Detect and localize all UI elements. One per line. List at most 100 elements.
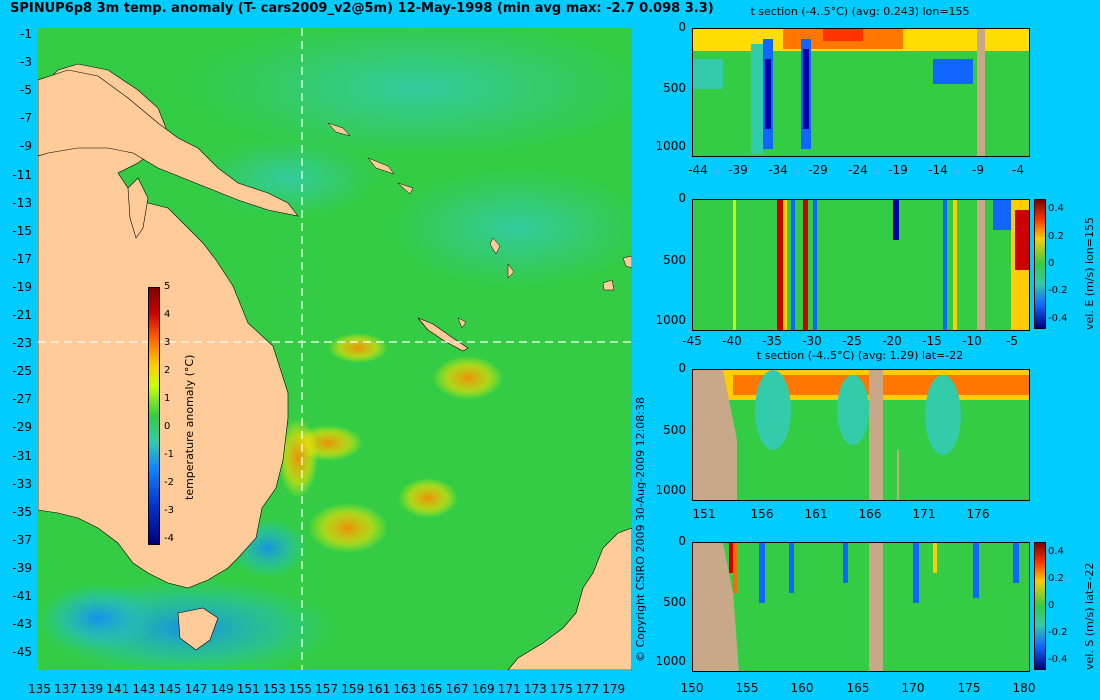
depth-tick-label: 0: [678, 534, 686, 548]
x-tick-label: 170: [901, 681, 925, 695]
depth-tick-label: 1000: [655, 313, 686, 328]
lon-tick-label: 151: [236, 682, 260, 696]
map-colorbar-tick: 3: [164, 337, 171, 348]
lon-tick-label: 157: [315, 682, 338, 696]
lat-axis: -1 -3 -5 -7 -9 -11 -13 -15 -17 -19 -21 -23 -25 -27 -29…: [0, 27, 36, 670]
lon-tick-label: 145: [158, 682, 182, 696]
x-tick-label: 176: [966, 507, 990, 521]
lon-tick-label: 177: [576, 682, 599, 696]
lat-tick-label: -31: [12, 448, 32, 463]
lat-tick-label: -29: [12, 420, 32, 435]
x-tick-label: -29: [808, 163, 828, 177]
panel2-lon-vel-section: [692, 199, 1030, 331]
velocity-colorbar-tick: 0.2: [1048, 573, 1064, 585]
x-tick-label: -34: [768, 163, 788, 177]
x-tick-label: -14: [928, 163, 948, 177]
lon-tick-label: 159: [341, 682, 365, 696]
x-tick-label: -24: [848, 163, 868, 177]
x-tick-label: 175: [957, 681, 981, 695]
lon-tick-label: 163: [393, 682, 417, 696]
depth-tick-label: 500: [663, 595, 686, 610]
panel4-colorbar: [1034, 542, 1046, 670]
lon-tick-label: 165: [419, 682, 443, 696]
panel2-colorbar-ticks: 0.4 0.2 0 -0.2 -0.4: [1048, 199, 1080, 329]
map-colorbar-tick: 2: [164, 365, 171, 376]
lat-tick-label: -3: [20, 55, 32, 70]
depth-tick-label: 1000: [655, 654, 686, 669]
lon-tick-label: 135: [28, 682, 51, 696]
x-tick-label: 171: [912, 507, 936, 521]
lon-tick-label: 155: [289, 682, 312, 696]
map-colorbar-tick: -1: [164, 449, 174, 460]
velocity-colorbar-tick: -0.2: [1048, 285, 1068, 297]
lon-tick-label: 161: [367, 682, 391, 696]
velocity-colorbar-tick: -0.4: [1048, 653, 1068, 665]
panel3-x-axis: 151 156 161 166 171 176: [692, 507, 1028, 523]
lon-tick-label: 141: [106, 682, 130, 696]
x-tick-label: 156: [750, 507, 774, 521]
x-tick-label: 155: [735, 681, 759, 695]
map-colorbar-tick: 5: [164, 281, 171, 292]
map-colorbar-tick: -3: [164, 505, 174, 516]
lat-tick-label: -15: [12, 223, 32, 238]
x-tick-label: -45: [682, 334, 702, 348]
x-tick-label: 165: [846, 681, 870, 695]
depth-tick-label: 0: [678, 20, 686, 34]
lat-tick-label: -33: [12, 476, 32, 491]
x-tick-label: -9: [972, 163, 984, 177]
depth-tick-label: 500: [663, 80, 686, 95]
lon-tick-label: 167: [445, 682, 469, 696]
map-colorbar-label: temperature anomaly (°C): [183, 354, 196, 500]
map-colorbar-ticks: 5 4 3 2 1 0 -1 -2 -3 -4: [164, 281, 184, 549]
lon-tick-label: 169: [471, 682, 495, 696]
panel4-x-axis: 150 155 160 165 170 175 180: [681, 681, 1036, 697]
lon-tick-label: 179: [602, 682, 626, 696]
lat-tick-label: -17: [12, 251, 32, 266]
lon-tick-label: 143: [132, 682, 156, 696]
x-tick-label: -39: [728, 163, 748, 177]
panel2-colorbar-label: vel. E (m/s) lon=155: [1083, 217, 1096, 330]
lon-tick-label: 137: [54, 682, 77, 696]
depth-tick-label: 1000: [655, 483, 686, 498]
lat-tick-label: -1: [20, 27, 32, 41]
lat-tick-label: -27: [12, 392, 32, 407]
x-tick-label: -44: [688, 163, 708, 177]
lat-tick-label: -37: [12, 532, 32, 547]
depth-tick-label: 500: [663, 253, 686, 268]
lat-tick-label: -35: [12, 504, 32, 519]
map-colorbar: [148, 287, 160, 545]
lon-tick-label: 147: [184, 682, 208, 696]
lat-tick-label: -5: [20, 83, 32, 98]
depth-tick-label: 500: [663, 423, 686, 438]
velocity-colorbar-tick: -0.4: [1048, 312, 1068, 324]
panel4-lat-vel-section: [692, 542, 1030, 672]
temperature-anomaly-map: [38, 28, 632, 670]
panel3-lat-temp-section: [692, 369, 1030, 501]
x-tick-label: 160: [790, 681, 814, 695]
lat-tick-label: -39: [12, 560, 32, 575]
panel2-depth-axis: 0 500 1000: [640, 191, 688, 329]
panel2-colorbar: [1034, 199, 1046, 329]
new-zealand-land: [507, 527, 632, 670]
lon-tick-label: 153: [262, 682, 286, 696]
velocity-colorbar-tick: 0: [1048, 258, 1055, 269]
x-tick-label: -5: [1006, 334, 1018, 348]
lat-tick-label: -25: [12, 364, 32, 379]
velocity-colorbar-tick: 0.2: [1048, 230, 1064, 242]
x-tick-label: 161: [804, 507, 828, 521]
velocity-colorbar-tick: 0: [1048, 600, 1055, 611]
lat-tick-label: -41: [12, 589, 32, 603]
x-tick-label: 151: [692, 507, 716, 521]
x-tick-label: -30: [802, 334, 822, 348]
map-title: SPINUP6p8 3m temp. anomaly (T- cars2009_…: [10, 1, 714, 16]
velocity-colorbar-tick: 0.4: [1048, 546, 1064, 558]
lat-tick-label: -19: [12, 279, 32, 294]
velocity-colorbar-tick: -0.2: [1048, 626, 1068, 638]
x-tick-label: -25: [842, 334, 862, 348]
lon-tick-label: 173: [523, 682, 547, 696]
panel3-title: t section (-4..5°C) (avg: 1.29) lat=-22: [756, 349, 964, 362]
new-guinea-land: [38, 69, 299, 217]
depth-tick-label: 0: [678, 361, 686, 375]
lon-tick-label: 171: [497, 682, 521, 696]
depth-tick-label: 1000: [655, 139, 686, 154]
